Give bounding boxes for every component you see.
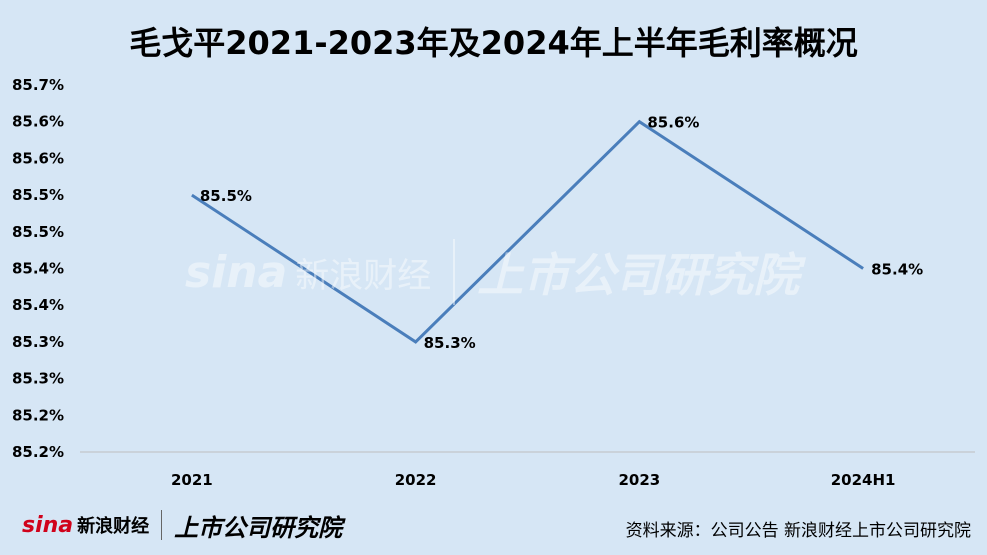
series-line [191,119,864,344]
y-tick-label: 85.6% [12,113,64,131]
footer-logo: sina 新浪财经 上市公司研究院 [22,505,342,545]
y-axis-ticks: 85.7% 85.6% 85.6% 85.5% 85.5% 85.4% 85.4% 85.3%… [12,76,64,461]
footer-divider [161,510,163,540]
source-note: 资料来源：公司公告 新浪财经上市公司研究院 [625,521,971,541]
x-tick-label: 2024H1 [831,471,896,489]
y-tick-label: 85.2% [12,406,64,424]
y-tick-label: 85.3% [12,370,64,388]
x-axis-ticks: 2021 2022 2023 2024H1 [171,471,896,489]
data-label: 85.6% [647,114,699,132]
data-label: 85.4% [871,261,923,279]
footer-brand-text: 新浪财经 [77,516,150,537]
y-tick-label: 85.2% [12,443,64,461]
y-tick-label: 85.3% [12,333,64,351]
footer-sina-logo: sina [22,512,74,538]
data-labels: 85.5% 85.3% 85.6% 85.4% [200,114,923,352]
y-tick-label: 85.7% [12,76,64,94]
footer-institute-text: 上市公司研究院 [174,512,343,542]
data-label: 85.5% [200,187,252,205]
y-tick-label: 85.5% [12,186,64,204]
chart-title: 毛戈平2021-2023年及2024年上半年毛利率概况 [129,24,858,62]
x-tick-label: 2021 [171,471,213,489]
y-tick-label: 85.4% [12,260,64,278]
x-tick-label: 2022 [395,471,437,489]
y-tick-label: 85.4% [12,296,64,314]
y-tick-label: 85.5% [12,223,64,241]
data-label: 85.3% [424,334,476,352]
x-tick-label: 2023 [619,471,661,489]
y-tick-label: 85.6% [12,149,64,167]
